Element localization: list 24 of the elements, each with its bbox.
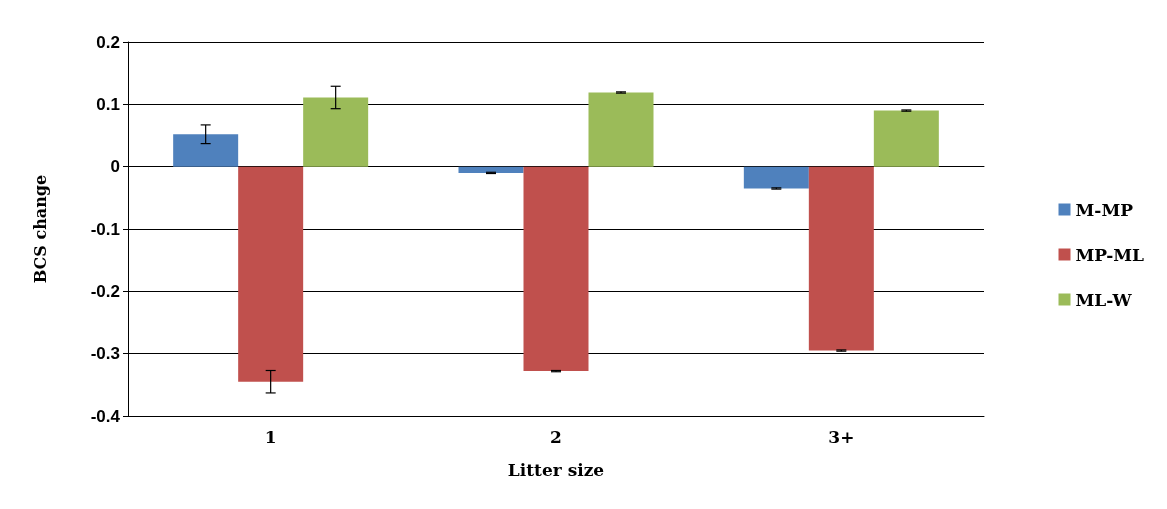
x-tick-label: 3+ bbox=[828, 426, 855, 447]
bar bbox=[303, 97, 369, 167]
legend-label: MP-ML bbox=[1075, 244, 1145, 265]
y-tick-label: -0.1 bbox=[90, 219, 120, 239]
x-tick-label: 2 bbox=[550, 426, 562, 447]
bar bbox=[458, 166, 524, 173]
bar bbox=[173, 134, 239, 167]
bar bbox=[238, 166, 304, 382]
y-tick-label: -0.3 bbox=[90, 344, 120, 364]
y-tick-label: 0.2 bbox=[96, 32, 120, 52]
y-axis-title: BCS change bbox=[30, 174, 50, 284]
legend-label: M-MP bbox=[1075, 199, 1134, 220]
y-tick-label: 0 bbox=[110, 157, 120, 177]
bar bbox=[588, 92, 654, 167]
legend-label: ML-W bbox=[1075, 289, 1133, 310]
y-tick-label: 0.1 bbox=[96, 94, 120, 114]
y-tick-label: -0.4 bbox=[90, 406, 121, 426]
bar bbox=[523, 166, 589, 372]
bar bbox=[808, 166, 874, 351]
y-tick-label: -0.2 bbox=[90, 281, 120, 301]
x-axis-title: Litter size bbox=[507, 459, 605, 480]
bar bbox=[743, 166, 809, 189]
bar bbox=[873, 110, 939, 167]
x-tick-label: 1 bbox=[264, 426, 277, 447]
